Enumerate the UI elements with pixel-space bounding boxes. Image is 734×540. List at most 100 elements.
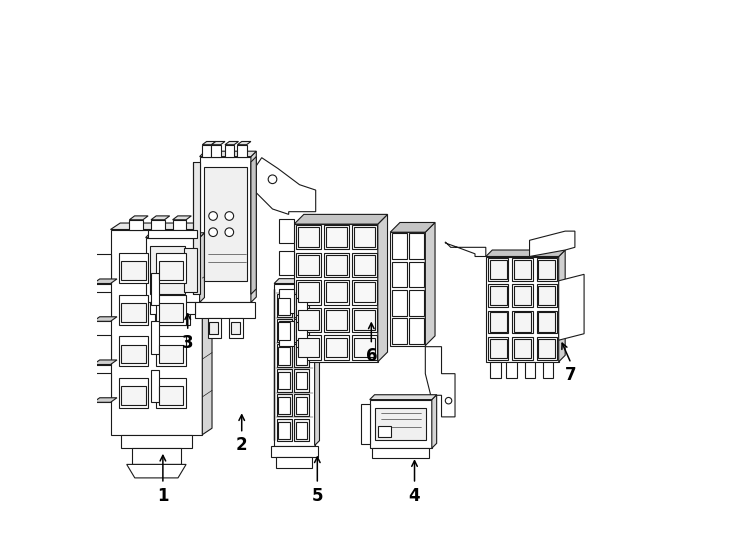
Bar [352,335,377,360]
Polygon shape [506,362,517,378]
Bar [297,308,321,332]
Bar [537,337,557,360]
Bar [355,310,374,330]
Text: 2: 2 [236,436,247,455]
Polygon shape [370,395,437,400]
Polygon shape [132,448,181,464]
Bar [327,227,346,247]
Circle shape [446,397,452,404]
Polygon shape [211,141,225,145]
Polygon shape [195,302,255,318]
Bar [299,310,319,330]
Polygon shape [211,145,221,157]
Polygon shape [200,151,256,157]
Bar [156,295,186,325]
Bar [278,298,289,315]
Bar [512,258,533,281]
Bar [294,394,309,416]
Bar [490,339,507,358]
Polygon shape [145,233,205,238]
Bar [392,290,407,315]
Polygon shape [229,318,243,338]
Polygon shape [200,233,205,302]
Circle shape [268,175,277,184]
Text: 5: 5 [311,487,323,505]
Bar [299,227,319,247]
Polygon shape [251,151,256,302]
Bar [392,319,407,344]
Polygon shape [370,400,432,448]
Polygon shape [200,157,251,302]
Bar [324,335,349,360]
Bar [278,397,289,414]
Bar [490,312,507,332]
Bar [121,261,145,280]
Bar [355,338,374,357]
Polygon shape [486,250,565,256]
Text: 7: 7 [565,366,577,384]
Bar [277,394,291,416]
Bar [294,294,309,317]
Bar [352,253,377,277]
Bar [277,319,291,342]
Text: 1: 1 [157,487,169,505]
Bar [324,308,349,332]
Bar [324,225,349,249]
Bar [514,339,531,358]
Polygon shape [148,230,197,238]
Bar [156,336,186,366]
Polygon shape [361,404,370,444]
Bar [278,372,289,389]
Bar [151,321,159,354]
Bar [150,246,185,294]
Polygon shape [129,216,148,220]
Polygon shape [129,220,143,229]
Bar [119,253,148,283]
Bar [121,345,145,363]
Polygon shape [203,223,212,435]
Bar [514,286,531,306]
Bar [355,282,374,302]
Polygon shape [172,216,192,220]
Bar [119,295,148,325]
Polygon shape [446,242,486,256]
Bar [299,282,319,302]
Bar [297,335,321,360]
Polygon shape [156,314,190,325]
Bar [277,294,291,317]
Polygon shape [237,145,247,157]
Bar [296,322,307,340]
Polygon shape [425,347,455,417]
Polygon shape [390,232,425,346]
Bar [121,303,145,322]
Text: 6: 6 [366,347,377,366]
Bar [324,253,349,277]
Bar [159,303,184,322]
Polygon shape [127,464,186,478]
Bar [488,337,509,360]
Polygon shape [93,292,111,321]
Polygon shape [542,362,553,378]
Bar [378,426,391,437]
Bar [324,280,349,305]
Polygon shape [151,216,170,220]
Polygon shape [279,251,294,275]
Bar [352,225,377,249]
Bar [537,258,557,281]
Bar [151,370,159,402]
Bar [490,260,507,279]
Bar [375,408,426,440]
Bar [297,225,321,249]
Bar [159,386,184,405]
Polygon shape [111,230,203,435]
Bar [352,308,377,332]
Bar [327,338,346,357]
Bar [355,255,374,275]
Bar [296,347,307,365]
Bar [278,322,289,340]
Bar [209,322,218,334]
Bar [327,282,346,302]
Polygon shape [151,220,164,229]
Circle shape [208,212,217,220]
Bar [512,310,533,333]
